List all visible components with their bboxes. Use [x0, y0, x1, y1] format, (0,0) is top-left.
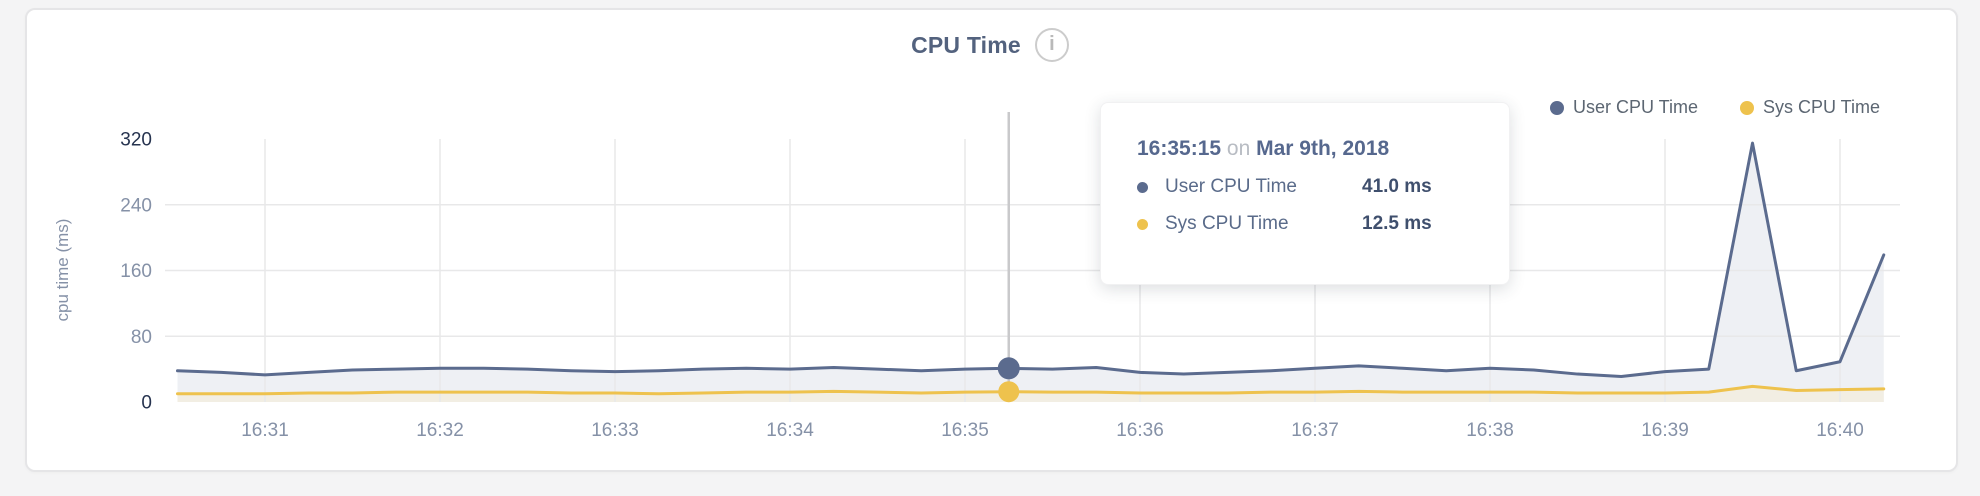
tooltip-sys-dot-icon	[1137, 218, 1148, 230]
y-tick-label: 0	[141, 393, 152, 414]
x-tick-label: 16:33	[591, 420, 639, 441]
y-tick-label: 240	[120, 195, 152, 216]
sys-line	[176, 384, 1886, 396]
x-tick-label: 16:39	[1641, 420, 1689, 441]
legend-sys-dot-icon	[1739, 100, 1754, 115]
chart-title: CPU Time	[911, 31, 1021, 58]
legend-item-sys[interactable]: Sys CPU Time	[1739, 97, 1880, 118]
legend-user-label: User CPU Time	[1572, 97, 1698, 117]
sys-area-fill	[177, 386, 1884, 402]
x-tick-label: 16:32	[416, 420, 464, 441]
tooltip-connector: on	[1226, 137, 1251, 160]
user-marker	[997, 357, 1020, 380]
tooltip-sys-value: 12.5 ms	[1362, 213, 1432, 234]
legend: User CPU Time Sys CPU Time	[1549, 97, 1880, 118]
tooltip-time: 16:35:15	[1137, 137, 1222, 160]
x-tick-label: 16:35	[941, 420, 989, 441]
y-tick-label: 80	[131, 327, 152, 348]
tooltip-row-sys: Sys CPU Time 12.5 ms	[1137, 213, 1509, 235]
legend-item-user[interactable]: User CPU Time	[1549, 97, 1698, 118]
x-tick-label: 16:34	[766, 420, 814, 441]
tooltip-user-dot-icon	[1137, 181, 1148, 193]
tooltip-user-value: 41.0 ms	[1362, 176, 1432, 197]
tooltip-date: Mar 9th, 2018	[1256, 137, 1390, 160]
info-icon[interactable]: i	[1034, 28, 1069, 62]
y-tick-label: 160	[120, 261, 152, 282]
x-tick-label: 16:31	[241, 420, 289, 441]
legend-user-dot-icon	[1549, 100, 1564, 115]
user-area-fill	[177, 143, 1884, 402]
y-axis-title: cpu time (ms)	[53, 219, 72, 322]
user-line	[176, 141, 1886, 379]
x-tick-label: 16:37	[1291, 420, 1339, 441]
sys-marker	[998, 381, 1020, 403]
chart-header: CPU Time i	[0, 28, 1980, 62]
tooltip-title: 16:35:15 on Mar 9th, 2018	[1137, 137, 1509, 161]
tooltip-row-user: User CPU Time 41.0 ms	[1137, 176, 1509, 198]
tooltip-sys-label: Sys CPU Time	[1165, 213, 1289, 234]
x-tick-label: 16:38	[1466, 420, 1514, 441]
y-tick-label: 320	[120, 130, 152, 151]
x-tick-label: 16:40	[1816, 420, 1864, 441]
tooltip-user-label: User CPU Time	[1165, 176, 1297, 197]
legend-sys-label: Sys CPU Time	[1762, 97, 1880, 117]
chart-tooltip: 16:35:15 on Mar 9th, 2018 User CPU Time …	[1100, 102, 1510, 285]
x-tick-label: 16:36	[1116, 420, 1164, 441]
